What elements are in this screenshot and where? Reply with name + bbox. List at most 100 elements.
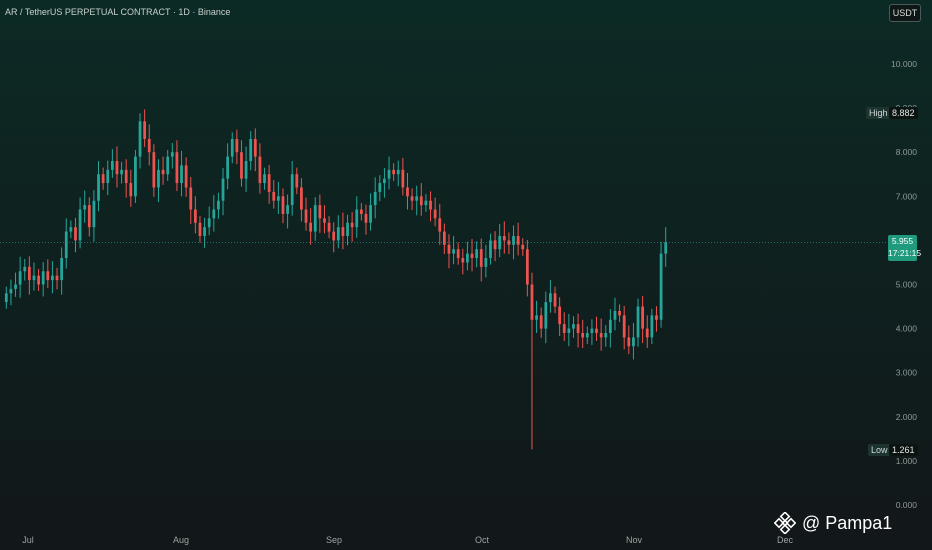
x-tick-label: Nov [626,535,643,545]
candle-body [92,200,96,228]
candle-body [479,249,483,267]
candle-body [521,244,525,250]
candle-body [516,235,520,245]
y-tick-label: 3.000 [896,368,918,378]
candle-body [46,271,50,281]
candle-body [281,196,285,214]
candle-body [286,205,289,214]
candle-body [650,315,654,338]
candle-body [276,196,280,201]
candle-body [525,249,529,285]
candle-body [350,222,354,228]
candle-body [189,187,193,210]
candle-body [336,227,340,241]
candle-body [207,218,211,228]
candle-body [387,169,391,179]
candle-body [147,138,151,153]
candle-body [396,169,400,175]
candle-body [170,152,174,157]
candle-body [327,222,331,232]
candle-body [590,328,594,334]
x-tick-label: Oct [475,535,490,545]
candle-body [290,174,294,206]
candle-body [134,156,137,197]
candle-body [267,174,271,192]
candle-body [466,253,469,263]
x-tick-label: Sep [326,535,342,545]
x-tick-label: Dec [777,535,794,545]
candle-body [87,205,91,228]
candle-body [429,200,432,210]
candle-body [203,227,206,236]
candle-body [101,174,105,184]
candle-body [249,138,253,162]
watermark: @ Pampa1 [774,512,892,534]
candle-body [461,258,465,263]
candle-body [14,284,17,289]
watermark-text: @ Pampa1 [802,512,893,533]
high-label: High [866,107,891,119]
candle-body [507,240,511,245]
candle-body [83,205,87,210]
candle-body [263,174,266,184]
candle-body [300,187,303,210]
candle-body [452,249,455,254]
candle-body [659,253,663,320]
candle-body [613,310,617,320]
candle-body [97,174,100,201]
candle-body [493,240,497,250]
candle-body [332,231,336,241]
candle-body [447,244,451,254]
candle-body [51,275,54,281]
countdown-timer: 17:21:15 [888,248,922,258]
candle-body [618,310,621,316]
y-tick-label: 10.000 [891,59,917,69]
y-tick-label: 4.000 [896,324,918,334]
candle-body [424,200,428,206]
candle-body [355,209,359,228]
candle-body [475,249,479,259]
candle-body [138,121,142,157]
candle-body [37,275,40,285]
candle-body [74,227,77,241]
candle-body [258,156,262,184]
candle-body [226,156,230,179]
candle-body [166,156,170,175]
candle-body [253,138,257,157]
candle-body [558,306,562,325]
candle-body [655,315,658,320]
candle-body [175,152,179,184]
candle-body [323,218,326,223]
candle-body [549,293,552,303]
candle-body [221,178,225,201]
candle-body [664,242,668,254]
candle-body [383,178,386,184]
candle-body [484,258,488,267]
candle-body [595,328,598,334]
candle-body [415,196,419,201]
candle-body [442,231,446,245]
candle-body [406,187,409,197]
y-tick-label: 7.000 [896,191,918,201]
candle-body [69,227,73,232]
candle-body [244,161,248,179]
candle-body [456,249,460,259]
candle-body [572,324,575,329]
candle-body [636,306,640,338]
candle-body [604,333,608,338]
candle-body [161,169,165,175]
candle-body [498,235,502,250]
candle-body [562,324,566,334]
binance-icon [774,512,796,534]
candle-body [378,183,382,192]
candle-body [622,315,626,338]
currency-button[interactable]: USDT [889,4,921,22]
candle-body [585,333,589,338]
candle-body [129,183,133,197]
candle-body [235,138,239,153]
candle-body [27,266,31,281]
high-value: 8.882 [889,107,918,119]
candle-body [23,266,27,272]
